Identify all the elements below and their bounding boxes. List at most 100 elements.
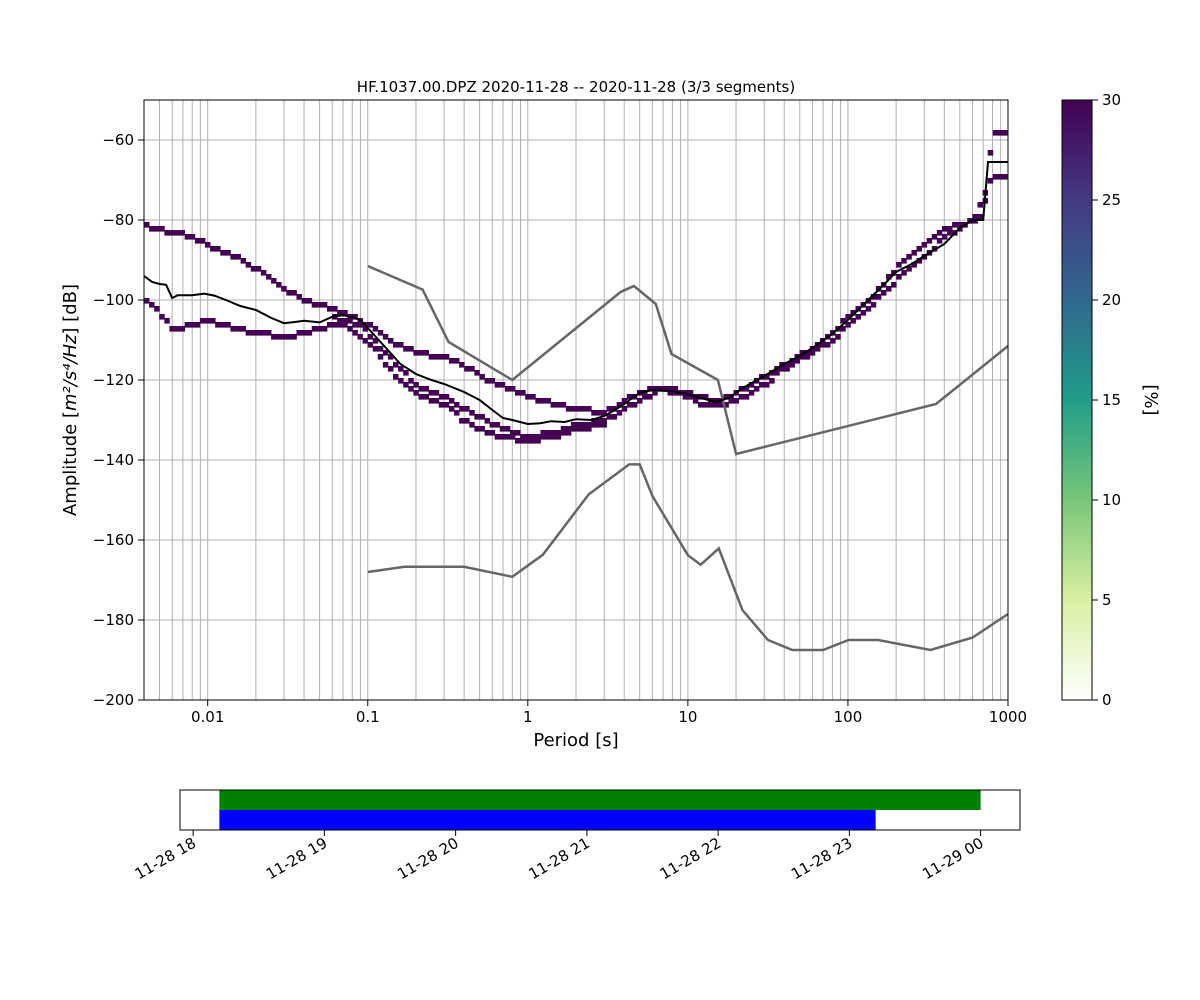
psd-cell <box>306 298 313 304</box>
psd-cell <box>850 318 856 324</box>
noise-model-upper <box>367 264 1009 456</box>
psd-cell <box>570 426 577 432</box>
psd-cell <box>342 318 348 324</box>
psd-cell <box>840 318 846 324</box>
psd-cell <box>596 410 602 416</box>
psd-cell <box>504 434 511 440</box>
mean-psd <box>143 161 1008 426</box>
psd-cell <box>530 394 536 400</box>
psd-cell <box>372 326 379 332</box>
psd-cell <box>713 398 719 404</box>
psd-cell <box>418 386 424 392</box>
psd-cell <box>758 382 765 388</box>
psd-cell <box>428 390 435 396</box>
psd-cell <box>809 350 816 356</box>
psd-cell <box>708 402 714 408</box>
psd-cell <box>489 422 496 428</box>
psd-cell <box>596 418 602 424</box>
psd-cell <box>713 402 719 408</box>
psd-cell <box>367 334 374 340</box>
psd-cell <box>321 302 328 308</box>
psd-cell <box>504 386 511 392</box>
psd-cell <box>311 302 318 308</box>
psd-cell <box>703 402 709 408</box>
psd-cell <box>347 318 353 324</box>
psd-cell <box>626 394 633 400</box>
psd-cell <box>692 398 699 404</box>
psd-cell <box>535 398 541 404</box>
psd-cell <box>418 350 424 356</box>
psd-cell <box>194 238 201 244</box>
psd-cell <box>642 394 648 400</box>
psd-cell <box>164 230 170 236</box>
psd-cell <box>250 266 257 272</box>
psd-cell <box>494 422 501 428</box>
timeline-tick-label: 11-28 23 <box>788 834 855 883</box>
psd-cell <box>616 402 623 408</box>
mean-psd-line <box>143 161 1008 426</box>
psd-cell <box>621 398 628 404</box>
psd-cell <box>464 418 470 424</box>
psd-cell <box>484 418 490 424</box>
psd-cell <box>474 414 480 420</box>
psd-cell <box>606 414 612 420</box>
psd-cell <box>764 374 770 380</box>
psd-cell <box>601 422 607 428</box>
psd-cell <box>774 370 780 376</box>
psd-cell <box>448 406 455 412</box>
psd-cell <box>555 430 562 436</box>
psd-cell <box>784 366 790 372</box>
psd-cell <box>464 406 470 412</box>
psd-cell <box>586 406 592 412</box>
y-axis-label-main: Amplitude [ <box>60 411 81 516</box>
psd-cell <box>581 426 587 432</box>
psd-cell <box>540 434 546 440</box>
psd-cell <box>723 402 729 408</box>
psd-cell <box>454 402 460 408</box>
psd-cell <box>911 262 917 268</box>
psd-cell <box>515 390 521 396</box>
psd-cell <box>860 310 867 316</box>
psd-cell <box>840 326 846 332</box>
y-axis-ticks: −60 −80 −100 −120 −140 −160 −180 −200 <box>93 131 144 709</box>
psd-cell <box>901 270 907 276</box>
chart-title: HF.1037.00.DPZ 2020-11-28 -- 2020-11-28 … <box>357 78 795 96</box>
psd-cell <box>611 414 618 420</box>
psd-cell <box>987 150 994 156</box>
psd-cell <box>845 314 851 320</box>
psd-cell <box>697 402 704 408</box>
psd-cell <box>911 250 917 256</box>
psd-cell <box>987 178 994 184</box>
psd-cell <box>626 402 633 408</box>
psd-cell <box>225 322 231 328</box>
timeline-ticks: 11-28 18 11-28 19 11-28 20 11-28 21 11-28 22… <box>132 830 987 883</box>
psd-cell <box>799 354 806 360</box>
psd-cell <box>535 438 541 444</box>
psd-cell <box>936 238 943 244</box>
psd-cell <box>245 330 252 336</box>
psd-cell <box>286 290 292 296</box>
timeline-tick-label: 11-29 00 <box>919 834 986 883</box>
colorbar-gradient <box>1061 99 1093 701</box>
psd-cell <box>469 410 475 416</box>
psd-cell <box>459 362 465 368</box>
psd-cell <box>616 410 623 416</box>
psd-cell <box>403 382 409 388</box>
psd-cell <box>398 342 404 348</box>
psd-cell <box>474 426 480 432</box>
psd-cell <box>576 426 582 432</box>
x-axis-label: Period [s] <box>533 730 618 751</box>
psd-cell <box>723 394 729 400</box>
psd-cell <box>184 234 191 240</box>
psd-cell <box>952 222 958 228</box>
psd-cell <box>764 382 770 388</box>
psd-cell <box>652 390 658 396</box>
psd-cell <box>276 282 282 288</box>
psd-cell <box>169 326 175 332</box>
psd-cell <box>591 422 597 428</box>
y-tick-label: −160 <box>93 531 134 549</box>
psd-cell <box>520 434 526 440</box>
psd-cell <box>647 386 653 392</box>
psd-cell <box>845 322 851 328</box>
